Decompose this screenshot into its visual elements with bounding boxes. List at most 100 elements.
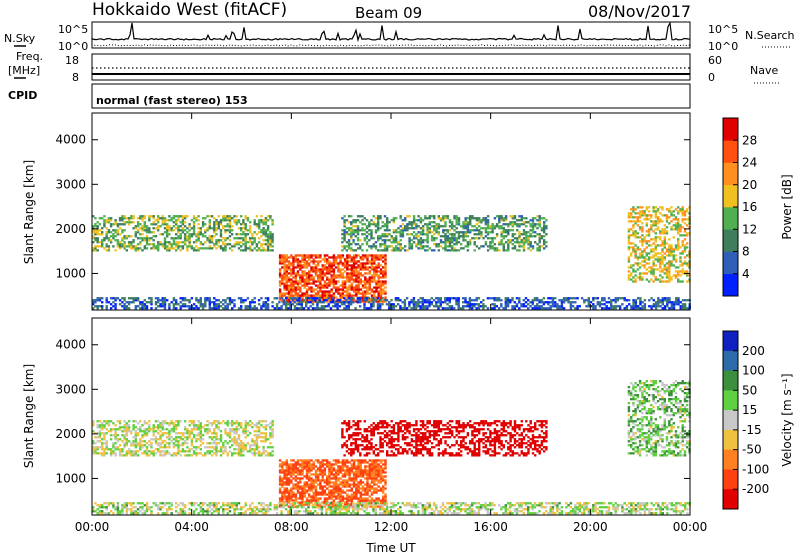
- heatmap-cell: [130, 245, 133, 248]
- heatmap-cell: [507, 233, 510, 236]
- heatmap-cell: [168, 227, 171, 230]
- heatmap-cell: [659, 212, 662, 215]
- heatmap-cell: [257, 446, 261, 449]
- heatmap-cell: [361, 249, 364, 252]
- heatmap-cell: [328, 262, 331, 265]
- heatmap-cell: [116, 229, 120, 232]
- heatmap-cell: [152, 432, 155, 435]
- heatmap-cell: [240, 215, 243, 218]
- heatmap-cell: [319, 286, 322, 289]
- heatmap-cell: [152, 235, 155, 238]
- heatmap-cell: [132, 247, 135, 250]
- heatmap-cell: [516, 225, 519, 228]
- heatmap-cell: [197, 231, 200, 234]
- heatmap-cell: [175, 223, 178, 226]
- heatmap-cell: [424, 239, 427, 242]
- heatmap-cell: [287, 505, 291, 508]
- heatmap-cell: [536, 307, 539, 310]
- heatmap-cell: [210, 301, 214, 304]
- heatmap-cell: [334, 262, 338, 265]
- heatmap-cell: [199, 297, 202, 300]
- heatmap-cell: [139, 233, 142, 236]
- heatmap-cell: [192, 225, 196, 228]
- heatmap-cell: [346, 268, 349, 271]
- heatmap-cell: [495, 305, 498, 308]
- heatmap-cell: [663, 236, 666, 239]
- heatmap-cell: [237, 241, 241, 244]
- heatmap-cell: [127, 223, 131, 226]
- heatmap-cell: [686, 274, 689, 277]
- heatmap-cell: [674, 216, 678, 219]
- heatmap-cell: [177, 444, 180, 447]
- heatmap-cell: [152, 223, 155, 226]
- heatmap-cell: [195, 428, 198, 431]
- heatmap-cell: [457, 307, 460, 310]
- heatmap-cell: [312, 288, 315, 291]
- heatmap-cell: [186, 432, 189, 435]
- heatmap-cell: [98, 452, 102, 455]
- heatmap-cell: [107, 239, 111, 242]
- heatmap-cell: [636, 224, 640, 227]
- heatmap-cell: [632, 226, 635, 229]
- heatmap-cell: [139, 307, 142, 310]
- heatmap-cell: [130, 444, 133, 447]
- heatmap-cell: [123, 223, 126, 226]
- heatmap-cell: [437, 227, 440, 230]
- heatmap-cell: [287, 495, 291, 498]
- heatmap-cell: [666, 299, 669, 302]
- heatmap-cell: [364, 290, 367, 293]
- heatmap-cell: [392, 217, 396, 220]
- heatmap-cell: [186, 235, 189, 238]
- heatmap-cell: [163, 452, 167, 455]
- heatmap-cell: [657, 297, 660, 300]
- heatmap-cell: [242, 450, 245, 453]
- heatmap-cell: [213, 301, 216, 304]
- heatmap-cell: [257, 219, 261, 222]
- heatmap-cell: [500, 225, 503, 228]
- heatmap-cell: [497, 307, 501, 310]
- heatmap-cell: [299, 276, 302, 279]
- heatmap-cell: [299, 485, 302, 488]
- heatmap-cell: [125, 305, 128, 308]
- heatmap-cell: [334, 282, 338, 285]
- heatmap-cell: [244, 426, 247, 429]
- heatmap-cell: [670, 214, 673, 217]
- heatmap-cell: [520, 245, 523, 248]
- heatmap-cell: [343, 282, 347, 285]
- heatmap-cell: [298, 307, 301, 310]
- heatmap-cell: [361, 292, 365, 295]
- heatmap-cell: [379, 245, 382, 248]
- heatmap-cell: [379, 286, 383, 289]
- heatmap-cell: [493, 225, 497, 228]
- heatmap-cell: [294, 272, 297, 275]
- heatmap-cell: [627, 220, 631, 223]
- heatmap-cell: [101, 432, 104, 435]
- heatmap-cell: [677, 232, 680, 235]
- heatmap-cell: [375, 284, 378, 287]
- heatmap-cell: [132, 452, 135, 455]
- heatmap-cell: [163, 444, 167, 447]
- heatmap-cell: [290, 463, 293, 466]
- heatmap-cell: [428, 221, 431, 224]
- heatmap-cell: [430, 215, 434, 218]
- heatmap-cell: [421, 297, 424, 300]
- heatmap-cell: [98, 241, 102, 244]
- heatmap-cell: [330, 276, 333, 279]
- heatmap-cell: [310, 481, 313, 484]
- heatmap-cell: [343, 258, 347, 261]
- heatmap-cell: [677, 270, 680, 273]
- heatmap-cell: [290, 495, 293, 498]
- heatmap-cell: [451, 225, 454, 228]
- heatmap-cell: [296, 254, 300, 257]
- heatmap-cell: [278, 296, 282, 299]
- heatmap-cell: [139, 237, 142, 240]
- heatmap-cell: [285, 463, 288, 466]
- heatmap-cell: [278, 290, 282, 293]
- heatmap-cell: [197, 438, 200, 441]
- heatmap-cell: [257, 227, 261, 230]
- heatmap-cell: [183, 241, 187, 244]
- heatmap-cell: [310, 483, 313, 486]
- heatmap-cell: [522, 229, 526, 232]
- heatmap-cell: [516, 239, 519, 242]
- heatmap-cell: [292, 473, 295, 476]
